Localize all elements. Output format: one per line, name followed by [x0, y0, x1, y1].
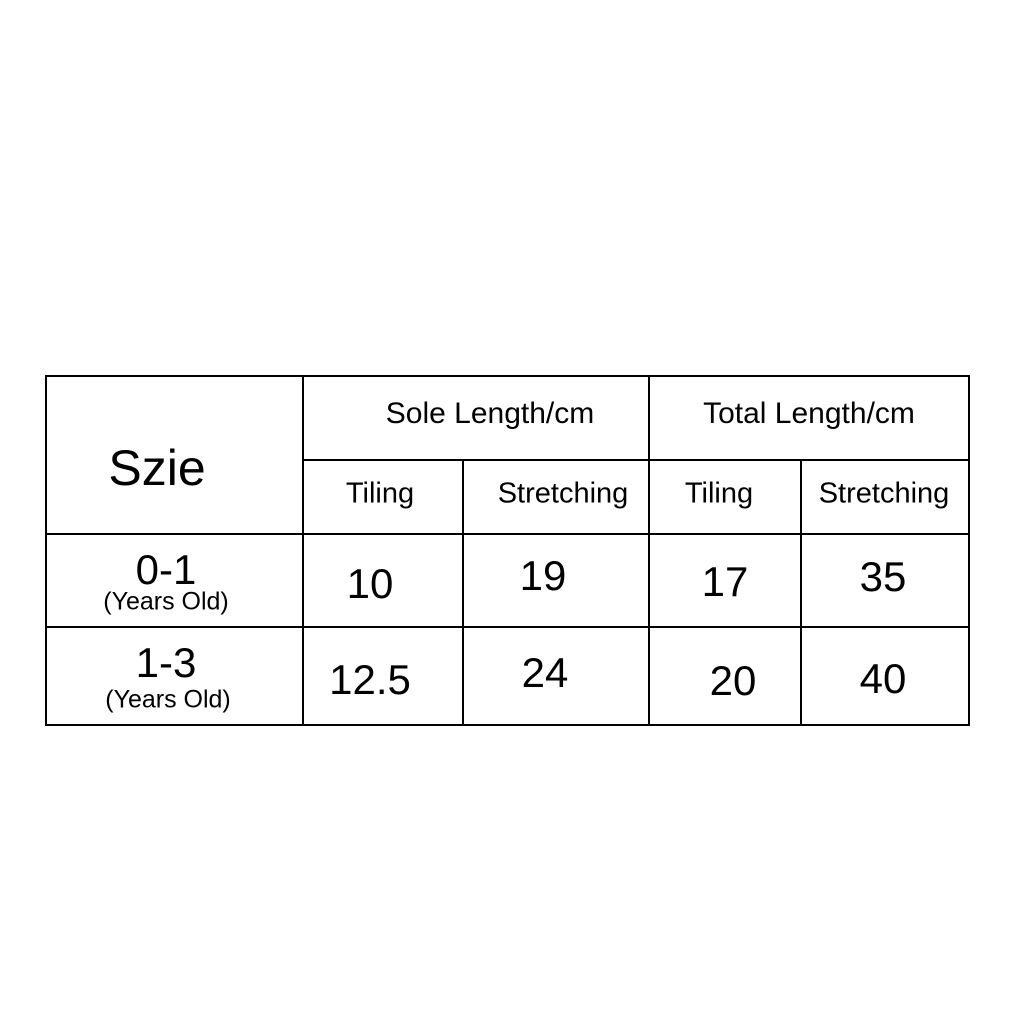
cell-value: 12.5 — [329, 656, 411, 703]
corner-label: Szie — [108, 440, 206, 496]
border-right — [968, 375, 970, 726]
cell-value: 40 — [859, 655, 907, 702]
sub-header: Stretching — [497, 477, 629, 510]
cell-value: 35 — [859, 553, 907, 600]
border-top — [45, 375, 970, 377]
divider-h — [303, 459, 969, 461]
cell-value: 10 — [346, 560, 394, 607]
sub-header: Tiling — [684, 477, 754, 510]
cell-value: 20 — [709, 657, 757, 704]
group-header: Total Length/cm — [703, 397, 915, 430]
cell-value: 19 — [519, 552, 567, 599]
divider-v — [648, 375, 650, 726]
sub-header: Stretching — [818, 477, 950, 510]
group-header: Sole Length/cm — [385, 397, 595, 430]
cell-value: 24 — [521, 649, 569, 696]
age-range: 1-3 — [135, 639, 197, 686]
age-note: (Years Old) — [105, 685, 231, 714]
divider-h — [45, 626, 970, 628]
age-note: (Years Old) — [103, 587, 229, 616]
cell-value: 17 — [701, 558, 749, 605]
divider-v — [800, 460, 802, 726]
border-left — [45, 375, 47, 726]
border-bottom — [45, 724, 970, 726]
divider-h — [45, 533, 970, 535]
divider-v — [462, 460, 464, 726]
sub-header: Tiling — [345, 477, 415, 510]
age-range: 0-1 — [135, 546, 197, 593]
divider-v — [302, 375, 304, 726]
